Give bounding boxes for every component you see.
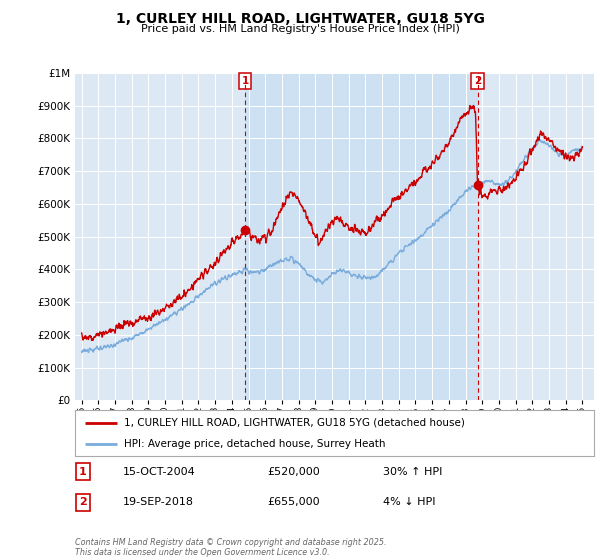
Text: 1, CURLEY HILL ROAD, LIGHTWATER, GU18 5YG: 1, CURLEY HILL ROAD, LIGHTWATER, GU18 5Y… bbox=[116, 12, 484, 26]
Text: 4% ↓ HPI: 4% ↓ HPI bbox=[383, 497, 436, 507]
Text: £655,000: £655,000 bbox=[267, 497, 320, 507]
Text: 2: 2 bbox=[474, 76, 481, 86]
Text: 1: 1 bbox=[79, 466, 86, 477]
Text: 30% ↑ HPI: 30% ↑ HPI bbox=[383, 466, 442, 477]
Text: 19-SEP-2018: 19-SEP-2018 bbox=[123, 497, 194, 507]
Text: 15-OCT-2004: 15-OCT-2004 bbox=[123, 466, 196, 477]
Text: 2: 2 bbox=[79, 497, 86, 507]
Text: 1, CURLEY HILL ROAD, LIGHTWATER, GU18 5YG (detached house): 1, CURLEY HILL ROAD, LIGHTWATER, GU18 5Y… bbox=[124, 418, 465, 428]
Text: Contains HM Land Registry data © Crown copyright and database right 2025.
This d: Contains HM Land Registry data © Crown c… bbox=[75, 538, 386, 557]
Text: Price paid vs. HM Land Registry's House Price Index (HPI): Price paid vs. HM Land Registry's House … bbox=[140, 24, 460, 34]
Text: £520,000: £520,000 bbox=[267, 466, 320, 477]
Bar bbox=[245, 73, 478, 400]
Text: 1: 1 bbox=[241, 76, 248, 86]
Text: HPI: Average price, detached house, Surrey Heath: HPI: Average price, detached house, Surr… bbox=[124, 439, 386, 449]
